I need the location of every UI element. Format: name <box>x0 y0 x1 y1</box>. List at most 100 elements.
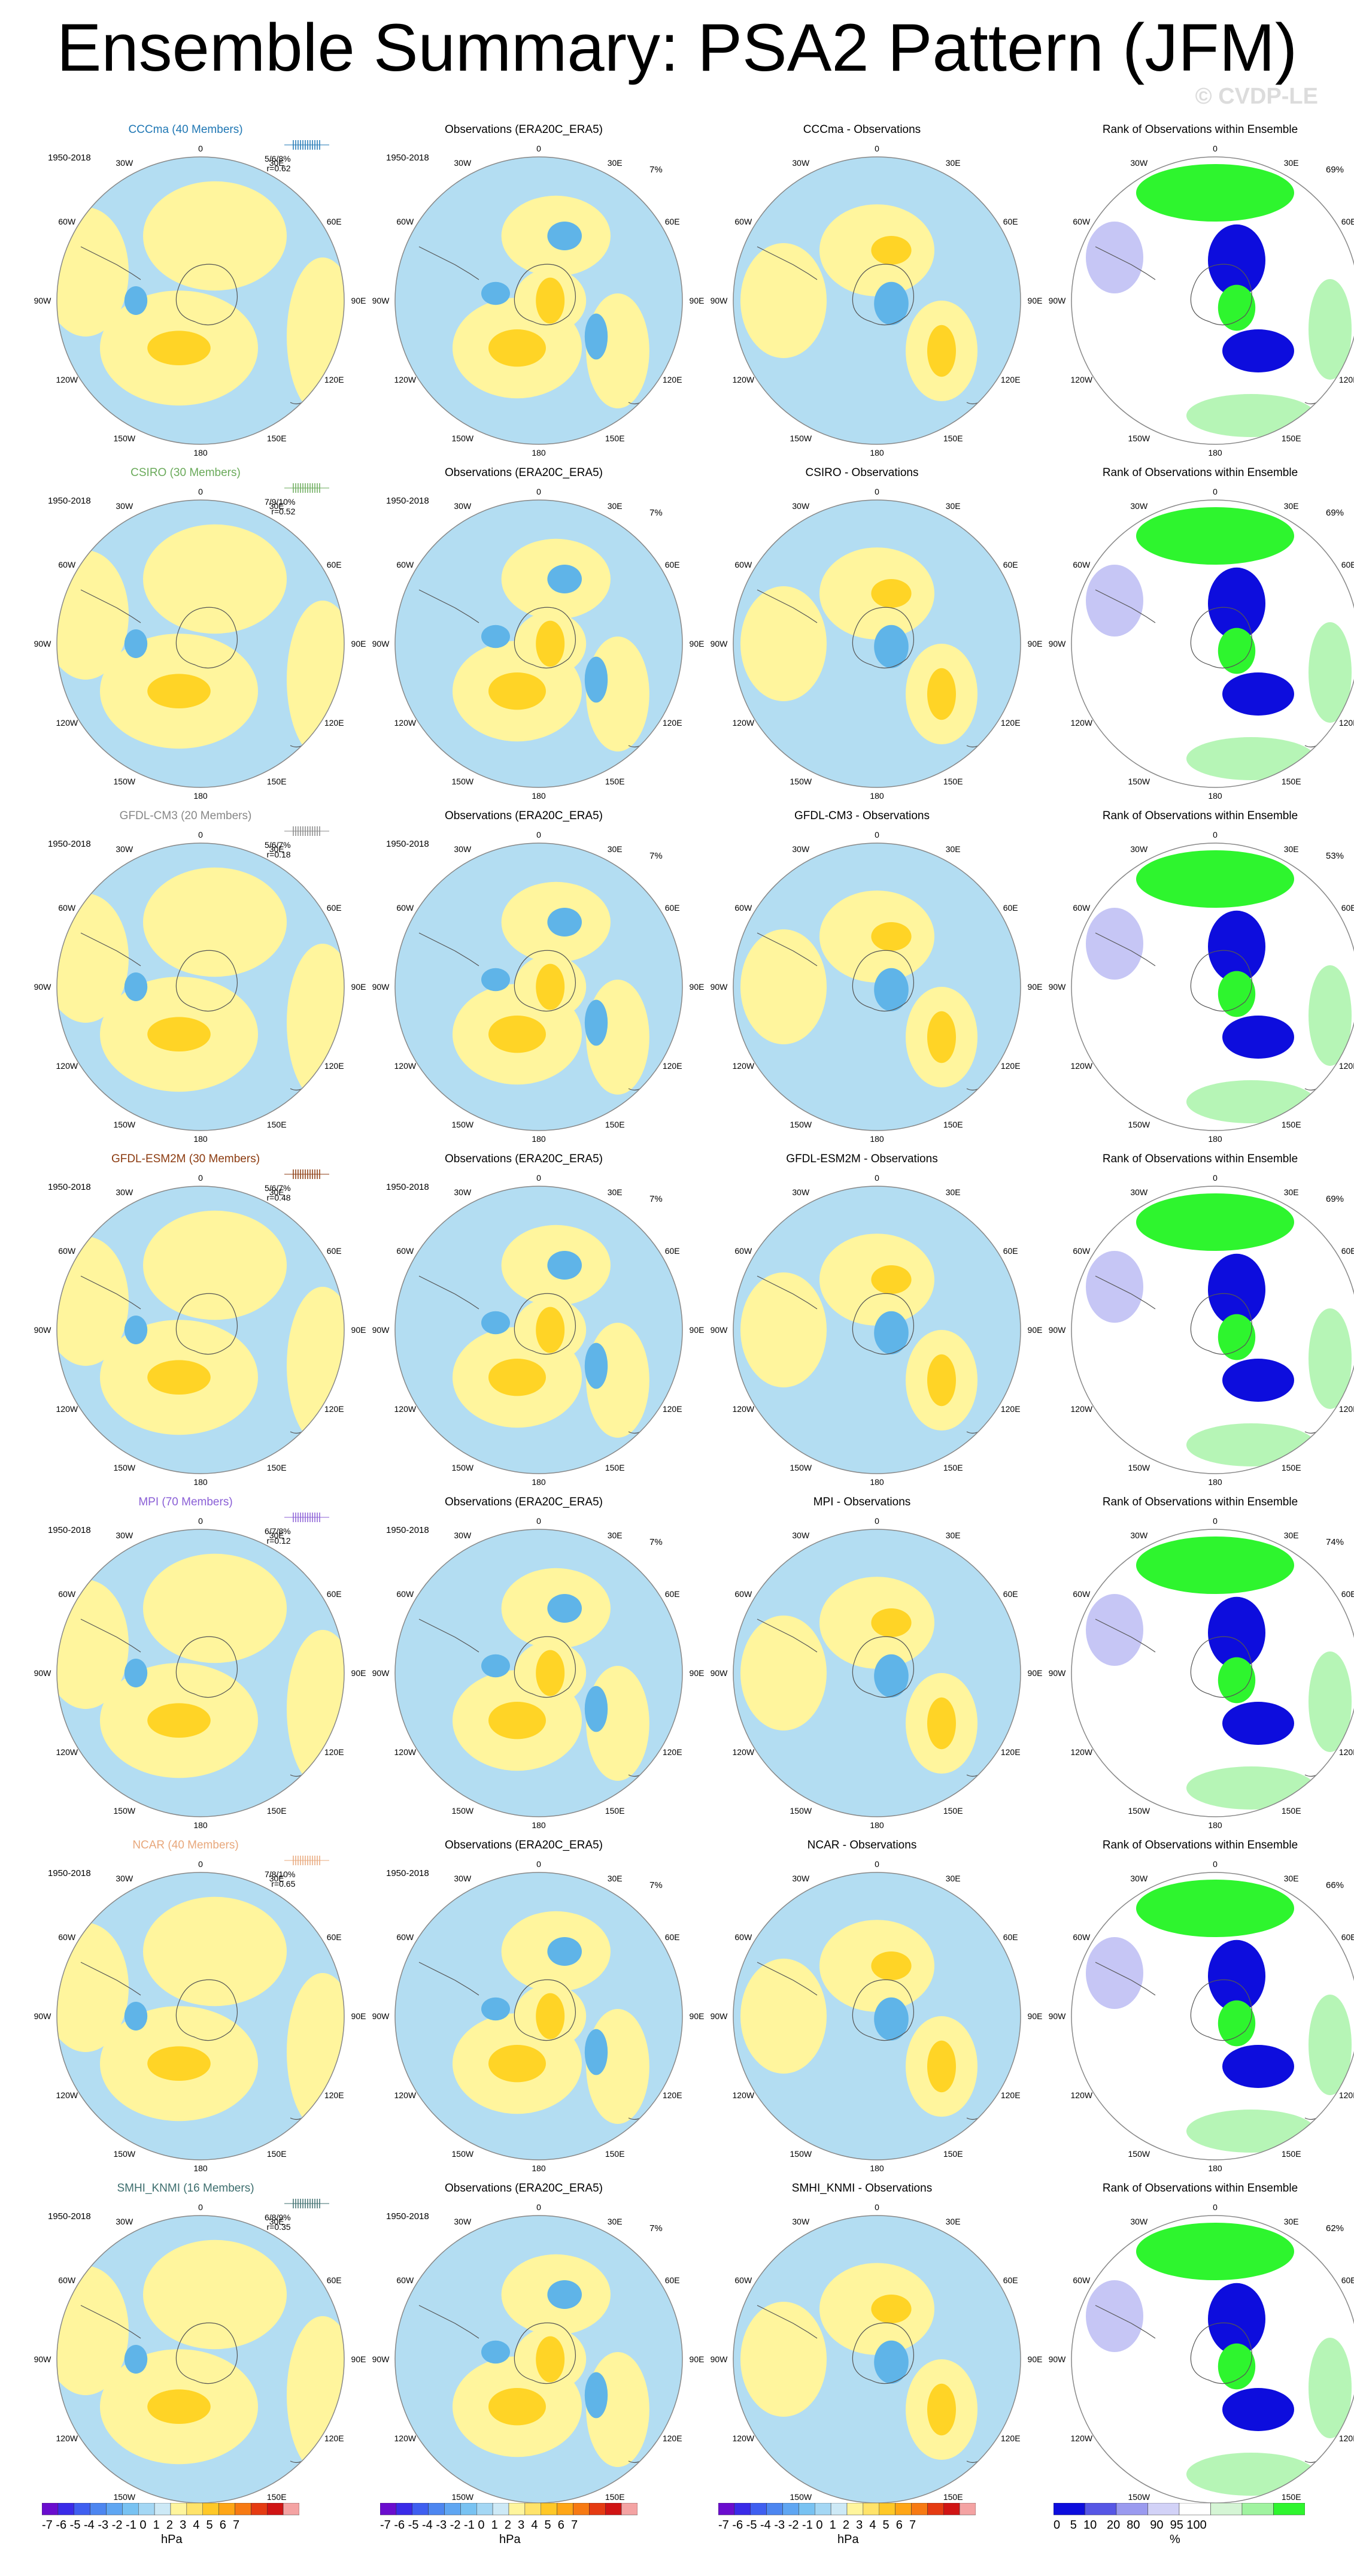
longitude-label: 60E <box>326 1246 342 1256</box>
field-contour <box>1136 1536 1294 1594</box>
field-contour <box>927 2383 956 2436</box>
coastline <box>757 246 818 280</box>
field-contour <box>874 1654 909 1698</box>
obs-panel: Observations (ERA20C_ERA5) 1950-2018 7% 0 30… <box>362 2181 705 2525</box>
longitude-label: 120W <box>1070 2090 1093 2100</box>
field-panel: SMHI_KNMI (16 Members) 1950-2018 6/8/9% r=0… <box>24 2181 366 2525</box>
year-range: 1950-2018 <box>386 2211 429 2222</box>
longitude-label: 0 <box>1213 486 1218 496</box>
rank-map <box>1071 1529 1354 1817</box>
longitude-label: 30E <box>607 1873 623 1883</box>
field-contour <box>124 286 148 315</box>
longitude-label: 0 <box>875 143 879 153</box>
field-contour <box>536 963 565 1010</box>
longitude-label: 150E <box>605 777 625 787</box>
field-contour <box>481 2340 510 2364</box>
longitude-label: 150E <box>943 1806 963 1816</box>
field-contour <box>1208 2283 1265 2355</box>
field-contour <box>1218 284 1256 331</box>
longitude-label: 120E <box>324 2433 344 2443</box>
panel-title: Rank of Observations within Ensemble <box>1102 1839 1298 1851</box>
longitude-label: 120W <box>394 1747 417 1757</box>
longitude-label: 0 <box>875 2202 879 2212</box>
field-contour <box>927 668 956 720</box>
longitude-label: 150E <box>266 1463 287 1473</box>
longitude-label: 120W <box>1070 1747 1093 1757</box>
field-contour <box>536 2336 565 2383</box>
colorbar-swatches <box>1053 2502 1306 2516</box>
ensemble-stats: 5/6/7% r=0.48 <box>265 1183 291 1202</box>
longitude-label: 150E <box>1281 2149 1301 2159</box>
field-contour <box>143 181 287 291</box>
coastline <box>418 1275 479 1310</box>
longitude-label: 30W <box>792 2216 810 2226</box>
variance-percent: 7% <box>649 165 663 175</box>
variance-percent: 7% <box>649 1880 663 1890</box>
longitude-label: 60E <box>1003 1246 1018 1256</box>
longitude-label: 0 <box>536 2202 541 2212</box>
coastline <box>418 932 479 966</box>
ensemble-stats: 5/6/7% r=0.18 <box>265 840 291 859</box>
longitude-label: 150W <box>790 1806 812 1816</box>
member-distribution-ticks <box>284 826 329 836</box>
rank-panel: Rank of Observations within Ensemble 53% 0… <box>1039 809 1354 1153</box>
longitude-label: 60W <box>396 2275 414 2285</box>
longitude-label: 60E <box>1341 1589 1354 1599</box>
longitude-label: 60E <box>326 1932 342 1942</box>
map-boundary <box>1071 156 1354 445</box>
longitude-label: 90W <box>1048 982 1066 992</box>
coastline <box>80 246 141 280</box>
longitude-label: 90E <box>351 1668 366 1678</box>
longitude-label: 120E <box>1338 1404 1354 1414</box>
field-panel: CSIRO (30 Members) 1950-2018 7/9/10% r=0.52… <box>24 466 366 810</box>
panel-title: Observations (ERA20C_ERA5) <box>445 466 603 479</box>
longitude-label: 90W <box>372 2354 390 2364</box>
longitude-label: 120E <box>1338 375 1354 384</box>
field-contour <box>143 1553 287 1663</box>
field-contour <box>481 1654 510 1678</box>
colorbar-unit: % <box>1170 2533 1180 2546</box>
longitude-label: 120W <box>56 1061 78 1071</box>
longitude-label: 120W <box>394 2090 417 2100</box>
longitude-label: 0 <box>1213 2202 1218 2212</box>
field-contour <box>147 2046 211 2081</box>
colorbar-swatch <box>106 2502 123 2516</box>
diff-panel: NCAR - Observations 0 30W 30E 60W 60E 90W 90E 12… <box>700 1838 1043 2182</box>
colorbar-swatch <box>460 2502 477 2516</box>
longitude-label: 60W <box>58 1932 76 1942</box>
longitude-label: 0 <box>536 143 541 153</box>
longitude-label: 150W <box>790 2492 812 2502</box>
longitude-label: 30E <box>1283 157 1299 168</box>
longitude-label: 60E <box>664 1246 680 1256</box>
panel-title: CCCma (40 Members) <box>128 123 243 136</box>
longitude-label: 30E <box>269 501 284 511</box>
longitude-label: 90W <box>1048 2354 1066 2364</box>
longitude-label: 180 <box>870 1820 884 1831</box>
panel-title: GFDL-CM3 - Observations <box>794 810 930 822</box>
field-contour <box>927 1697 956 1750</box>
colorbar-swatch <box>943 2502 960 2516</box>
coastline <box>852 1636 915 1698</box>
field-contour <box>871 922 912 951</box>
field-contour <box>147 2389 211 2424</box>
colorbar-swatch <box>557 2502 573 2516</box>
longitude-label: 0 <box>198 486 203 496</box>
pattern-correlation: r=0.35 <box>266 2222 291 2232</box>
longitude-label: 60W <box>734 1246 752 1256</box>
polar-map <box>394 499 683 788</box>
polar-map <box>733 1186 1021 1474</box>
longitude-label: 180 <box>193 1134 208 1144</box>
field-contour <box>488 2388 546 2426</box>
longitude-label: 90W <box>372 982 390 992</box>
map-boundary <box>1071 1529 1354 1817</box>
longitude-label: 180 <box>193 1477 208 1487</box>
longitude-label: 120E <box>1338 1061 1354 1071</box>
longitude-label: 120E <box>1338 718 1354 728</box>
longitude-label: 150E <box>266 434 287 444</box>
longitude-label: 60E <box>1003 560 1018 569</box>
field-contour <box>1208 1596 1265 1669</box>
pattern-correlation: r=0.18 <box>266 850 291 859</box>
longitude-label: 0 <box>875 829 879 840</box>
longitude-label: 30W <box>454 157 472 168</box>
ensemble-stats: 7/8/10% r=0.65 <box>265 1869 295 1889</box>
